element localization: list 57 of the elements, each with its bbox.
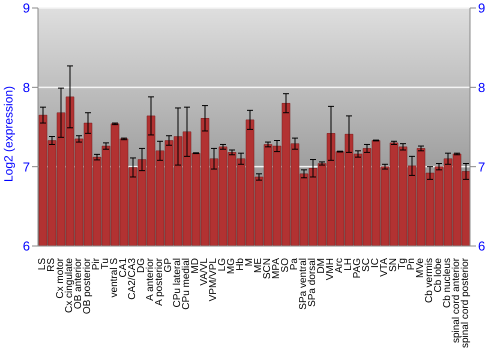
- x-tick-label: MG: [226, 258, 237, 274]
- x-tick-label: CPu medial: [181, 258, 192, 310]
- x-tick-label: SO: [280, 258, 291, 272]
- y-tick-label: 7: [22, 159, 30, 174]
- y2-tick-label: 7: [478, 159, 486, 174]
- x-tick-label: CA1: [118, 258, 129, 278]
- x-tick-label: Pn: [406, 258, 417, 270]
- x-tick-label: RS: [46, 258, 57, 272]
- x-tick-label: VPM/VPL: [208, 258, 219, 302]
- x-tick-label: LH: [343, 258, 354, 271]
- x-tick-label: MVe: [415, 258, 426, 278]
- x-tick-label: ventral S: [109, 258, 120, 298]
- x-tick-label: PAG: [352, 258, 363, 278]
- x-tick-label: A anterior: [145, 257, 156, 301]
- x-tick-label: ME: [253, 258, 264, 273]
- x-tick-label: Tg: [397, 258, 408, 270]
- x-tick-label: SPa ventral: [298, 258, 309, 310]
- x-tick-label: Pa: [289, 258, 300, 270]
- x-tick-label: SN: [388, 258, 399, 272]
- x-tick-label: VMH: [325, 258, 336, 280]
- y-tick-label: 8: [22, 80, 30, 95]
- x-tick-label: DM: [316, 258, 327, 274]
- x-tick-label: LG: [217, 258, 228, 272]
- y-tick-label: 9: [22, 0, 30, 16]
- x-tick-label: M: [244, 258, 255, 266]
- x-tick-label: OB anterior: [73, 257, 84, 310]
- x-tick-label: DG: [136, 258, 147, 273]
- x-tick-label: spinal cord posterior: [460, 257, 471, 348]
- y2-tick-label: 8: [478, 80, 486, 95]
- x-tick-label: MPA: [271, 258, 282, 279]
- x-tick-label: LS: [37, 258, 48, 270]
- y2-tick-label: 6: [478, 238, 486, 254]
- x-tick-label: A posterior: [154, 257, 165, 306]
- x-tick-label: Cx cingulate: [64, 258, 75, 314]
- x-tick-label: IC: [370, 258, 381, 268]
- y-axis-title: Log2 (expression): [1, 86, 16, 182]
- x-tick-label: VTA: [379, 258, 390, 277]
- x-tick-label: SPa dorsal: [307, 258, 318, 307]
- x-tick-label: MD: [190, 258, 201, 274]
- y2-tick-label: 9: [478, 0, 486, 16]
- x-tick-label: spinal cord anterior: [451, 257, 462, 344]
- x-tick-label: CPu lateral: [172, 258, 183, 308]
- x-tick-label: Cb lobe: [433, 258, 444, 292]
- x-tick-label: OB posterior: [82, 257, 93, 314]
- x-tick-label: Pir: [91, 257, 102, 270]
- x-tick-label: Cb vermis: [424, 258, 435, 304]
- x-tick-label: Tu: [100, 258, 111, 270]
- x-tick-label: Hb: [235, 258, 246, 271]
- x-tick-label: GP: [163, 258, 174, 272]
- x-tick-label: SCN: [262, 258, 273, 280]
- x-tick-label: Arc: [334, 258, 345, 273]
- x-tick-label: Cx motor: [55, 257, 66, 299]
- x-tick-label: Cb nucleus: [442, 258, 453, 308]
- y-tick-label: 6: [22, 238, 30, 254]
- x-tick-label: CA2/CA3: [127, 258, 138, 300]
- x-tick-label: SC: [361, 258, 372, 272]
- x-tick-label: VA/VL: [199, 258, 210, 286]
